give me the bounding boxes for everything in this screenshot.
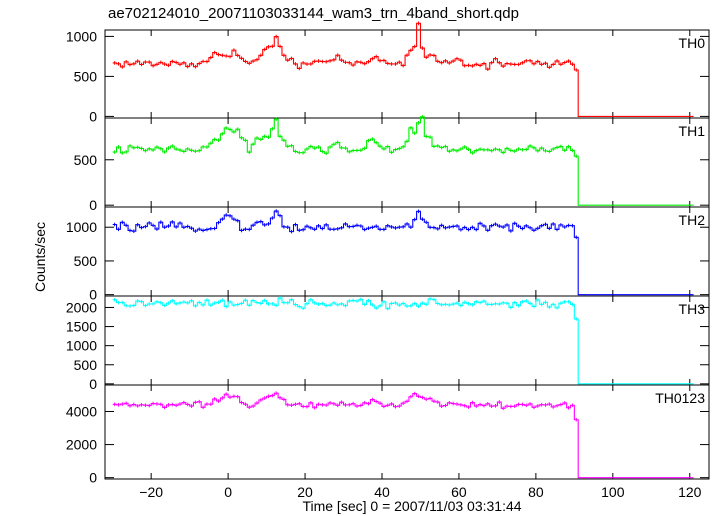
y-tick-label: 500 bbox=[74, 357, 98, 373]
y-tick-label: 0 bbox=[89, 108, 97, 124]
panels: 0 500 1000 TH0 0 500 TH1 0 500 1000 TH2 0 500 1000 150… bbox=[66, 21, 710, 486]
y-tick-label: 0 bbox=[89, 197, 97, 213]
panel-frame bbox=[104, 295, 710, 386]
chart-title: ae702124010_20071103033144_wam3_trn_4ban… bbox=[108, 5, 519, 22]
x-tick-label: 0 bbox=[224, 484, 232, 500]
x-tick-label: −20 bbox=[139, 484, 163, 500]
x-tick-label: 100 bbox=[601, 484, 625, 500]
y-tick-label: 0 bbox=[89, 470, 97, 486]
series-error-bars bbox=[114, 209, 577, 240]
panel-frame bbox=[104, 117, 710, 208]
y-tick-label: 1500 bbox=[66, 319, 97, 335]
y-tick-label: 0 bbox=[89, 376, 97, 392]
y-tick-label: 2000 bbox=[66, 299, 97, 315]
y-tick-label: 1000 bbox=[66, 28, 97, 44]
panel-frame bbox=[104, 384, 710, 480]
series-label: TH1 bbox=[679, 123, 706, 139]
y-axis-label: Counts/sec bbox=[32, 222, 48, 292]
series-error-bars bbox=[114, 391, 577, 422]
series-line bbox=[112, 22, 694, 117]
series-label: TH2 bbox=[679, 212, 706, 228]
y-tick-label: 500 bbox=[74, 152, 98, 168]
x-axis: −20 0 20 40 60 80 100 120 bbox=[139, 484, 701, 500]
series-label: TH0 bbox=[679, 35, 706, 51]
panel-frame bbox=[104, 29, 710, 119]
panel-th3: 0 500 1000 1500 2000 TH3 bbox=[66, 295, 710, 392]
y-tick-label: 0 bbox=[89, 287, 97, 303]
y-tick-label: 500 bbox=[74, 68, 98, 84]
series-line bbox=[112, 297, 694, 385]
series-error-bars bbox=[114, 114, 577, 158]
panel-th1: 0 500 TH1 bbox=[74, 114, 710, 213]
series-error-bars bbox=[114, 21, 577, 72]
y-tick-label: 4000 bbox=[66, 403, 97, 419]
y-tick-label: 2000 bbox=[66, 437, 97, 453]
y-tick-label: 1000 bbox=[66, 219, 97, 235]
x-tick-label: 20 bbox=[297, 484, 313, 500]
series-line bbox=[112, 210, 694, 296]
x-tick-label: 60 bbox=[451, 484, 467, 500]
x-tick-label: 40 bbox=[374, 484, 390, 500]
y-tick-label: 1000 bbox=[66, 338, 97, 354]
y-tick-label: 500 bbox=[74, 253, 98, 269]
x-tick-label: 80 bbox=[528, 484, 544, 500]
series-line bbox=[112, 392, 694, 479]
x-tick-label: 120 bbox=[678, 484, 702, 500]
series-label: TH0123 bbox=[655, 390, 705, 406]
series-line bbox=[112, 116, 694, 206]
panel-th2: 0 500 1000 TH2 bbox=[66, 206, 710, 303]
panel-th0123: 0 2000 4000 TH0123 bbox=[66, 384, 710, 486]
panel-th0: 0 500 1000 TH0 bbox=[66, 21, 710, 124]
series-label: TH3 bbox=[679, 301, 706, 317]
panel-frame bbox=[104, 206, 710, 297]
series-error-bars bbox=[114, 296, 577, 321]
x-axis-label: Time [sec] 0 = 2007/11/03 03:31:44 bbox=[302, 498, 521, 514]
